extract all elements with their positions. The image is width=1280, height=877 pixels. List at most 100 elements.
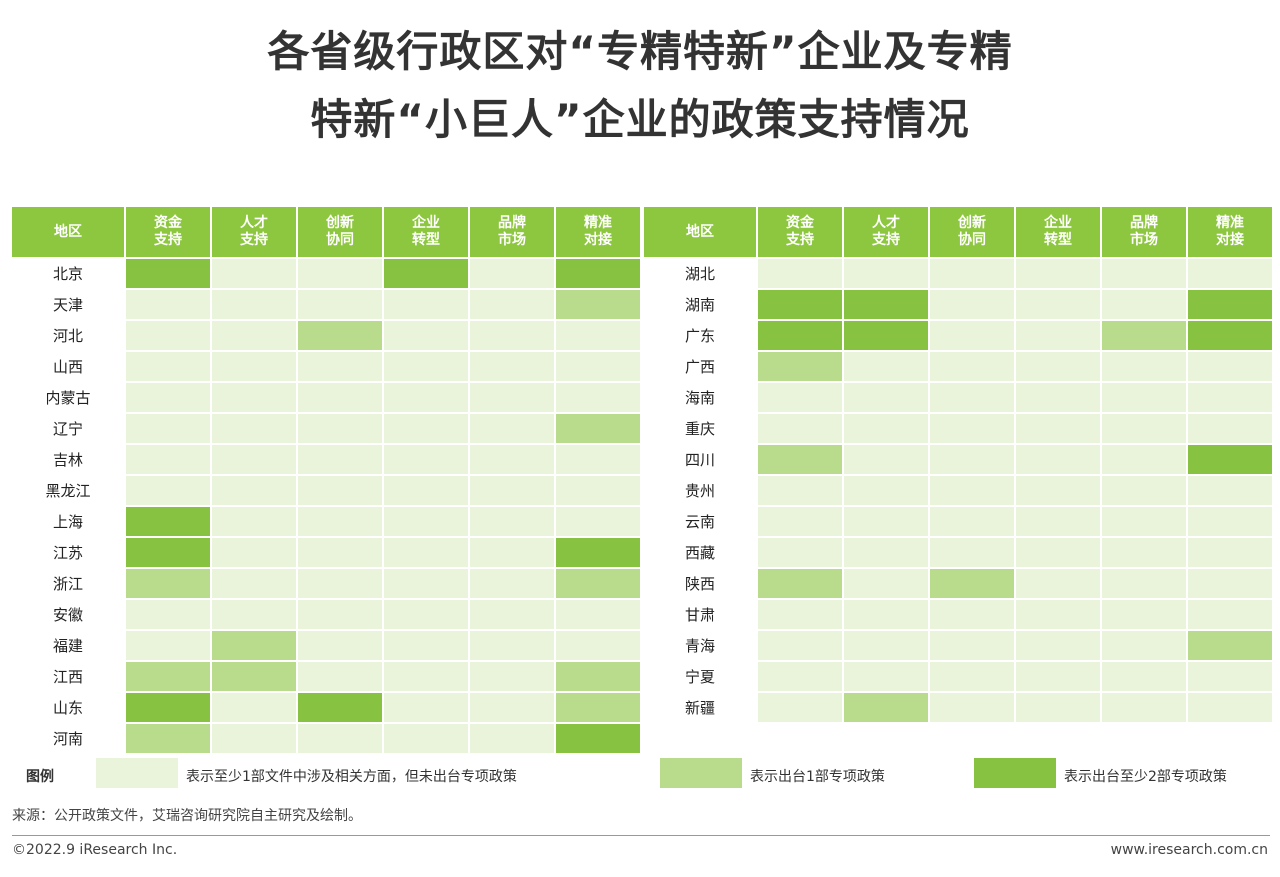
right-policy-cell <box>930 693 1014 722</box>
left-policy-cell <box>384 321 468 350</box>
right-policy-cell <box>844 569 928 598</box>
left-header-4: 企业 转型 <box>384 207 468 257</box>
left-policy-cell <box>126 631 210 660</box>
left-policy-cell <box>212 662 296 691</box>
right-region-label: 湖南 <box>644 290 756 319</box>
right-policy-cell <box>758 507 842 536</box>
right-policy-cell <box>844 352 928 381</box>
left-policy-cell <box>212 352 296 381</box>
left-region-label: 山东 <box>12 693 124 722</box>
right-header-2: 人才 支持 <box>844 207 928 257</box>
left-policy-cell <box>126 383 210 412</box>
right-policy-cell <box>758 290 842 319</box>
right-policy-cell <box>1188 476 1272 505</box>
right-header-3: 创新 协同 <box>930 207 1014 257</box>
left-policy-cell <box>556 662 640 691</box>
right-policy-cell <box>1102 507 1186 536</box>
left-policy-cell <box>126 693 210 722</box>
right-policy-cell <box>1102 600 1186 629</box>
copyright: ©2022.9 iResearch Inc. <box>12 842 178 858</box>
right-header-label: 地区 <box>686 223 714 240</box>
left-policy-cell <box>470 321 554 350</box>
right-policy-cell <box>1188 445 1272 474</box>
right-header-label: 资金 支持 <box>786 215 814 248</box>
left-region-label: 天津 <box>12 290 124 319</box>
left-header-label: 企业 转型 <box>412 215 440 248</box>
left-policy-cell <box>126 662 210 691</box>
left-policy-cell <box>556 631 640 660</box>
right-policy-cell <box>930 352 1014 381</box>
left-policy-cell <box>384 569 468 598</box>
left-policy-cell <box>212 445 296 474</box>
title-line-2: 特新“小巨人”企业的政策支持情况 <box>310 95 970 144</box>
right-header-4: 企业 转型 <box>1016 207 1100 257</box>
left-policy-cell <box>212 259 296 288</box>
right-policy-cell <box>1016 662 1100 691</box>
right-header-6: 精准 对接 <box>1188 207 1272 257</box>
right-header-0: 地区 <box>644 207 756 257</box>
right-policy-cell <box>844 445 928 474</box>
right-policy-cell <box>758 538 842 567</box>
right-policy-cell <box>930 538 1014 567</box>
right-policy-cell <box>844 290 928 319</box>
right-region-label: 云南 <box>644 507 756 536</box>
right-policy-cell <box>844 259 928 288</box>
right-policy-cell <box>758 600 842 629</box>
left-region-label: 浙江 <box>12 569 124 598</box>
right-policy-cell <box>758 476 842 505</box>
left-policy-cell <box>556 724 640 753</box>
left-region-label: 福建 <box>12 631 124 660</box>
left-header-label: 人才 支持 <box>240 215 268 248</box>
left-header-0: 地区 <box>12 207 124 257</box>
left-policy-cell <box>298 538 382 567</box>
left-header-1: 资金 支持 <box>126 207 210 257</box>
right-policy-cell <box>1016 476 1100 505</box>
left-region-label: 安徽 <box>12 600 124 629</box>
right-policy-cell <box>1102 414 1186 443</box>
right-policy-cell <box>1188 352 1272 381</box>
left-policy-cell <box>470 414 554 443</box>
right-policy-cell <box>758 321 842 350</box>
left-policy-cell <box>298 414 382 443</box>
right-region-label: 新疆 <box>644 693 756 722</box>
left-policy-cell <box>470 631 554 660</box>
right-policy-cell <box>1102 445 1186 474</box>
right-policy-cell <box>1188 290 1272 319</box>
left-header-3: 创新 协同 <box>298 207 382 257</box>
right-policy-cell <box>930 662 1014 691</box>
right-policy-cell <box>930 414 1014 443</box>
right-policy-cell <box>1016 259 1100 288</box>
right-header-label: 企业 转型 <box>1044 215 1072 248</box>
right-policy-cell <box>1102 538 1186 567</box>
right-policy-cell <box>1016 290 1100 319</box>
footer-divider <box>12 835 1270 836</box>
left-header-6: 精准 对接 <box>556 207 640 257</box>
right-policy-cell <box>1188 507 1272 536</box>
right-policy-cell <box>844 693 928 722</box>
right-policy-cell <box>1016 538 1100 567</box>
left-region-label: 黑龙江 <box>12 476 124 505</box>
left-policy-cell <box>470 569 554 598</box>
right-policy-cell <box>1016 352 1100 381</box>
left-region-label: 内蒙古 <box>12 383 124 412</box>
right-policy-cell <box>758 414 842 443</box>
left-policy-cell <box>212 693 296 722</box>
right-policy-cell <box>758 693 842 722</box>
right-policy-cell <box>758 445 842 474</box>
website-link[interactable]: www.iresearch.com.cn <box>1110 842 1268 858</box>
left-header-5: 品牌 市场 <box>470 207 554 257</box>
left-region-label: 辽宁 <box>12 414 124 443</box>
right-policy-cell <box>1016 631 1100 660</box>
right-policy-cell <box>1016 414 1100 443</box>
legend-text-level0: 表示至少1部文件中涉及相关方面，但未出台专项政策 <box>186 769 517 785</box>
left-policy-cell <box>384 507 468 536</box>
left-policy-cell <box>556 383 640 412</box>
right-policy-cell <box>844 507 928 536</box>
right-policy-cell <box>1102 290 1186 319</box>
right-policy-cell <box>844 631 928 660</box>
left-policy-cell <box>470 259 554 288</box>
left-policy-cell <box>384 383 468 412</box>
right-policy-cell <box>1102 383 1186 412</box>
left-region-label: 河北 <box>12 321 124 350</box>
left-policy-cell <box>470 476 554 505</box>
